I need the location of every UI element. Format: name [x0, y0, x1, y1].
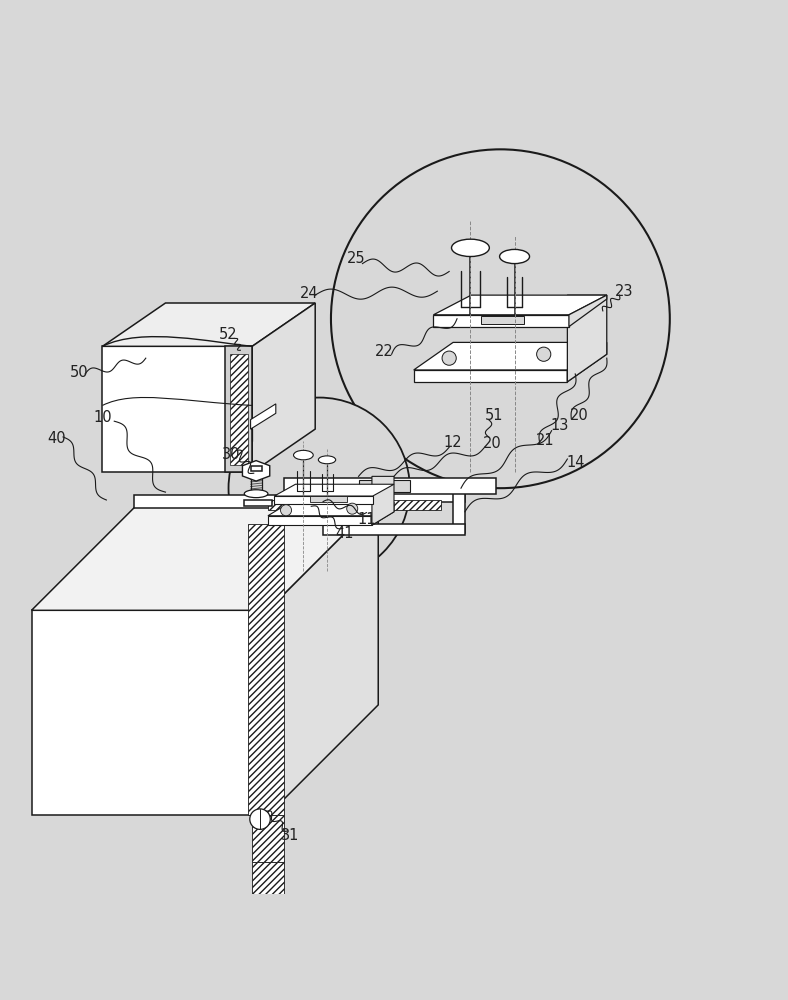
- Polygon shape: [274, 484, 394, 496]
- Circle shape: [331, 149, 670, 488]
- Polygon shape: [323, 524, 465, 535]
- Polygon shape: [414, 342, 607, 370]
- Polygon shape: [243, 461, 269, 481]
- Text: 24: 24: [299, 286, 318, 301]
- Polygon shape: [244, 500, 272, 506]
- Polygon shape: [248, 524, 284, 815]
- Polygon shape: [252, 862, 284, 910]
- Polygon shape: [32, 500, 378, 610]
- Polygon shape: [310, 496, 347, 502]
- Ellipse shape: [452, 239, 489, 257]
- Text: 12: 12: [444, 435, 463, 450]
- Polygon shape: [569, 295, 607, 327]
- Text: 31: 31: [281, 828, 299, 843]
- Polygon shape: [252, 815, 284, 862]
- Ellipse shape: [293, 450, 313, 460]
- Polygon shape: [372, 476, 394, 525]
- Polygon shape: [225, 346, 252, 472]
- Text: 41: 41: [335, 526, 354, 541]
- Polygon shape: [453, 489, 465, 533]
- Polygon shape: [268, 500, 378, 815]
- Text: 51: 51: [485, 408, 504, 423]
- Text: 50: 50: [69, 365, 88, 380]
- Ellipse shape: [500, 249, 530, 264]
- Polygon shape: [567, 295, 607, 382]
- Text: 25: 25: [347, 251, 366, 266]
- Text: 40: 40: [47, 431, 66, 446]
- Circle shape: [442, 351, 456, 365]
- Polygon shape: [268, 516, 372, 525]
- Text: 20: 20: [570, 408, 589, 423]
- Text: 20: 20: [483, 436, 502, 451]
- Circle shape: [229, 398, 410, 579]
- Circle shape: [250, 809, 270, 829]
- Ellipse shape: [318, 456, 336, 464]
- Polygon shape: [433, 315, 569, 327]
- Polygon shape: [251, 466, 262, 471]
- Polygon shape: [102, 303, 315, 346]
- Polygon shape: [323, 489, 465, 502]
- Text: 30: 30: [222, 447, 241, 462]
- Text: 21: 21: [536, 433, 555, 448]
- Text: 23: 23: [615, 284, 634, 299]
- Polygon shape: [251, 404, 276, 429]
- Polygon shape: [32, 610, 268, 815]
- Text: 52: 52: [219, 327, 238, 342]
- Polygon shape: [567, 342, 607, 382]
- Circle shape: [537, 347, 551, 361]
- Polygon shape: [134, 495, 410, 508]
- Polygon shape: [359, 480, 410, 492]
- Circle shape: [281, 505, 292, 516]
- Polygon shape: [268, 500, 441, 510]
- Circle shape: [347, 503, 358, 514]
- Polygon shape: [230, 354, 248, 465]
- Text: 14: 14: [566, 455, 585, 470]
- Polygon shape: [268, 502, 394, 516]
- Text: 11: 11: [357, 512, 376, 527]
- Ellipse shape: [244, 490, 268, 498]
- Polygon shape: [252, 303, 315, 472]
- Polygon shape: [274, 496, 373, 504]
- Polygon shape: [433, 295, 607, 315]
- Text: 13: 13: [550, 418, 569, 433]
- Polygon shape: [284, 478, 496, 494]
- Polygon shape: [102, 346, 252, 472]
- Text: 10: 10: [93, 410, 112, 425]
- Polygon shape: [481, 316, 524, 324]
- Polygon shape: [372, 502, 394, 525]
- Text: 22: 22: [375, 344, 394, 359]
- Polygon shape: [414, 370, 567, 382]
